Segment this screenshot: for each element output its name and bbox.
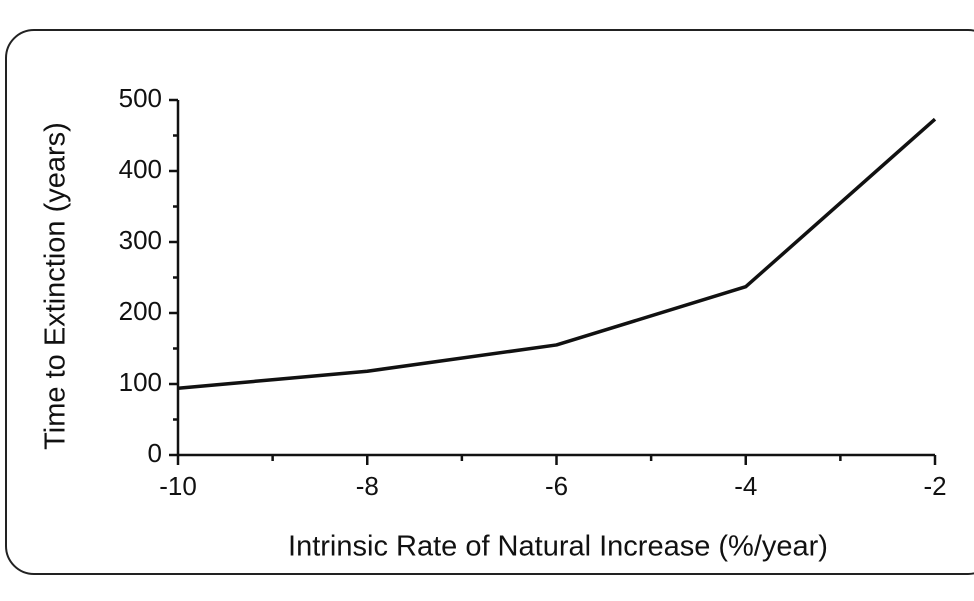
y-tick-label: 200 — [119, 296, 162, 326]
x-axis-label: Intrinsic Rate of Natural Increase (%/ye… — [288, 531, 828, 563]
x-tick-label: -4 — [734, 471, 757, 501]
x-tick-label: -10 — [159, 471, 197, 501]
data-line — [177, 117, 937, 391]
y-tick-label: 500 — [119, 83, 162, 113]
x-tick-label: -8 — [356, 471, 379, 501]
y-tick-label: 100 — [119, 367, 162, 397]
frame — [5, 29, 974, 575]
y-axis-label: Time to Extinction (years) — [40, 122, 72, 450]
y-tick-label: 400 — [119, 154, 162, 184]
y-tick-label: 300 — [119, 225, 162, 255]
x-tick-label: -6 — [545, 471, 568, 501]
y-tick-label: 0 — [148, 438, 162, 468]
x-tick-label: -2 — [923, 471, 946, 501]
